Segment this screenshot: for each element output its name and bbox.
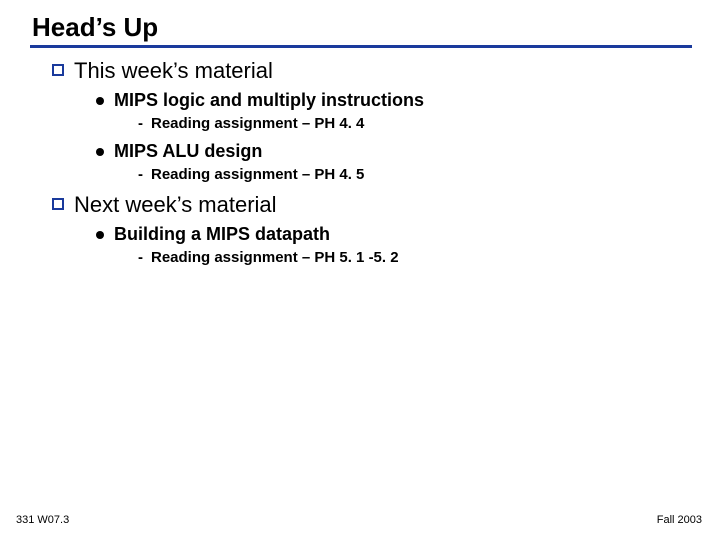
dash-icon: - (138, 115, 143, 133)
bullet-text: MIPS ALU design (114, 141, 262, 162)
bullet-datapath: Building a MIPS datapath (96, 224, 702, 245)
footer-right: Fall 2003 (657, 514, 702, 526)
hollow-square-icon (52, 198, 64, 210)
slide: Head’s Up This week’s material MIPS logi… (0, 0, 720, 540)
title-underline (30, 45, 692, 48)
reading-text: Reading assignment – PH 4. 4 (151, 115, 364, 132)
section-next-week: Next week’s material (52, 192, 702, 218)
footer-left: 331 W07.3 (16, 514, 69, 526)
section-heading: Next week’s material (74, 192, 277, 218)
dash-icon: - (138, 249, 143, 267)
reading-ph44: - Reading assignment – PH 4. 4 (138, 115, 702, 133)
reading-ph51-52: - Reading assignment – PH 5. 1 -5. 2 (138, 249, 702, 267)
bullet-mips-logic: MIPS logic and multiply instructions (96, 90, 702, 111)
reading-text: Reading assignment – PH 5. 1 -5. 2 (151, 249, 399, 266)
hollow-square-icon (52, 64, 64, 76)
bullet-dot-icon (96, 97, 104, 105)
dash-icon: - (138, 166, 143, 184)
section-heading: This week’s material (74, 58, 273, 84)
title-block: Head’s Up (30, 12, 702, 48)
bullet-mips-alu: MIPS ALU design (96, 141, 702, 162)
section-this-week: This week’s material (52, 58, 702, 84)
reading-text: Reading assignment – PH 4. 5 (151, 166, 364, 183)
reading-ph45: - Reading assignment – PH 4. 5 (138, 166, 702, 184)
slide-title: Head’s Up (30, 12, 702, 45)
bullet-text: MIPS logic and multiply instructions (114, 90, 424, 111)
bullet-dot-icon (96, 231, 104, 239)
bullet-text: Building a MIPS datapath (114, 224, 330, 245)
bullet-dot-icon (96, 148, 104, 156)
